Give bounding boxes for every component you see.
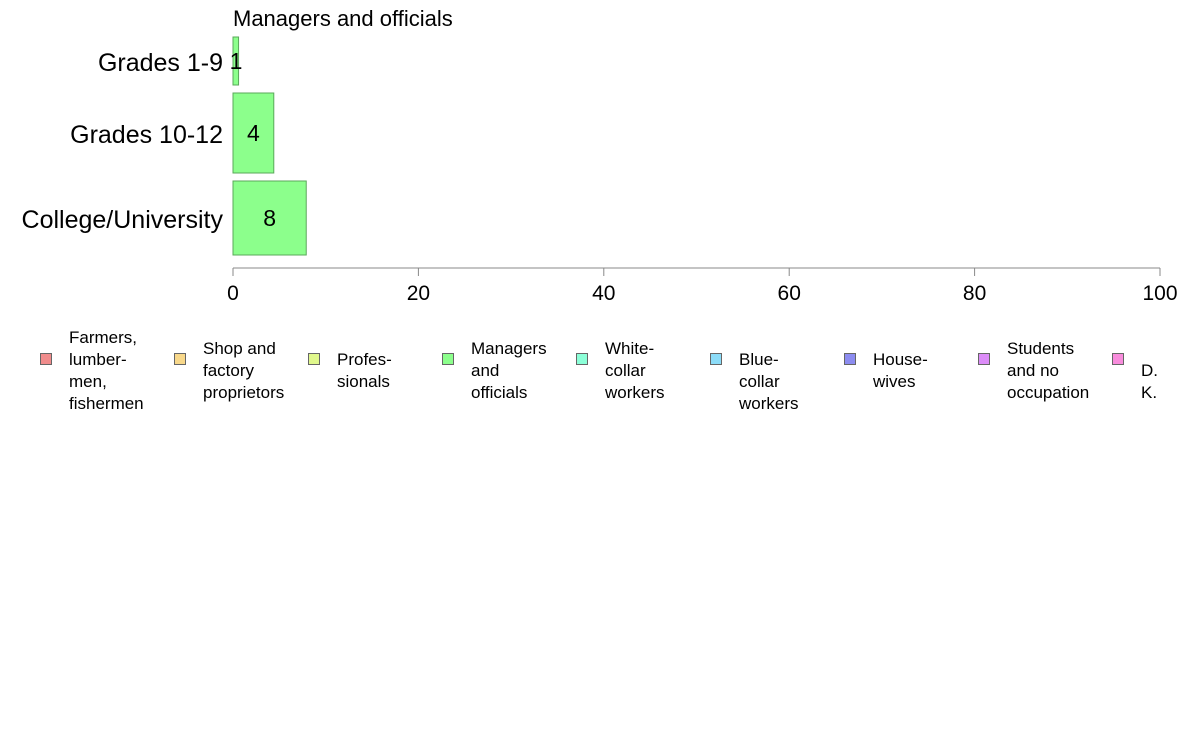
x-tick-label: 100: [1142, 282, 1177, 305]
legend-swatch: [978, 353, 990, 365]
legend-swatch: [576, 353, 588, 365]
legend-swatch: [174, 353, 186, 365]
chart-title: Managers and officials: [233, 6, 453, 31]
bar-chart: Managers and officials 148 Grades 1-9Gra…: [22, 6, 1178, 305]
legend-swatch: [308, 353, 320, 365]
legend-swatch: [1112, 353, 1124, 365]
legend-label: Profes- sionals: [337, 350, 392, 391]
legend-swatch: [442, 353, 454, 365]
category-label: Grades 1-9: [98, 49, 223, 77]
legend-swatch: [844, 353, 856, 365]
category-label: Grades 10-12: [70, 121, 223, 149]
legend-swatch: [40, 353, 52, 365]
bar: [232, 92, 275, 174]
legend-label: Shop and factory proprietors: [203, 339, 285, 402]
legend-label: Blue-collar workers: [739, 350, 799, 413]
legend-label: Students and no occupation: [1007, 339, 1090, 402]
legend-label: House- wives: [873, 350, 928, 391]
category-label: College/University: [22, 206, 224, 234]
legend-swatch: [710, 353, 722, 365]
x-tick-label: 60: [778, 282, 801, 305]
legend-label: White- collar workers: [605, 339, 665, 402]
category-labels: Grades 1-9 Grades 10-12 College/University: [22, 49, 224, 234]
data-label: 4: [247, 120, 260, 146]
legend: Farmers, lumber- men, fishermen Shop and …: [0, 326, 1188, 416]
x-axis: 0 20 40 60 80 100: [227, 267, 1178, 305]
x-tick-label: 20: [407, 282, 430, 305]
legend-label: Farmers, lumber- men, fishermen: [69, 328, 144, 413]
bar: [232, 180, 307, 256]
bar: [232, 36, 240, 86]
x-tick-label: 40: [592, 282, 615, 305]
legend-label: D. K.: [1141, 361, 1158, 402]
data-label: 8: [263, 205, 276, 231]
data-label: 1: [230, 48, 243, 74]
x-tick-label: 0: [227, 282, 239, 305]
x-tick-label: 80: [963, 282, 986, 305]
bars-group: 1 4 8: [230, 36, 307, 256]
legend-label: Managers and officials: [471, 339, 547, 402]
